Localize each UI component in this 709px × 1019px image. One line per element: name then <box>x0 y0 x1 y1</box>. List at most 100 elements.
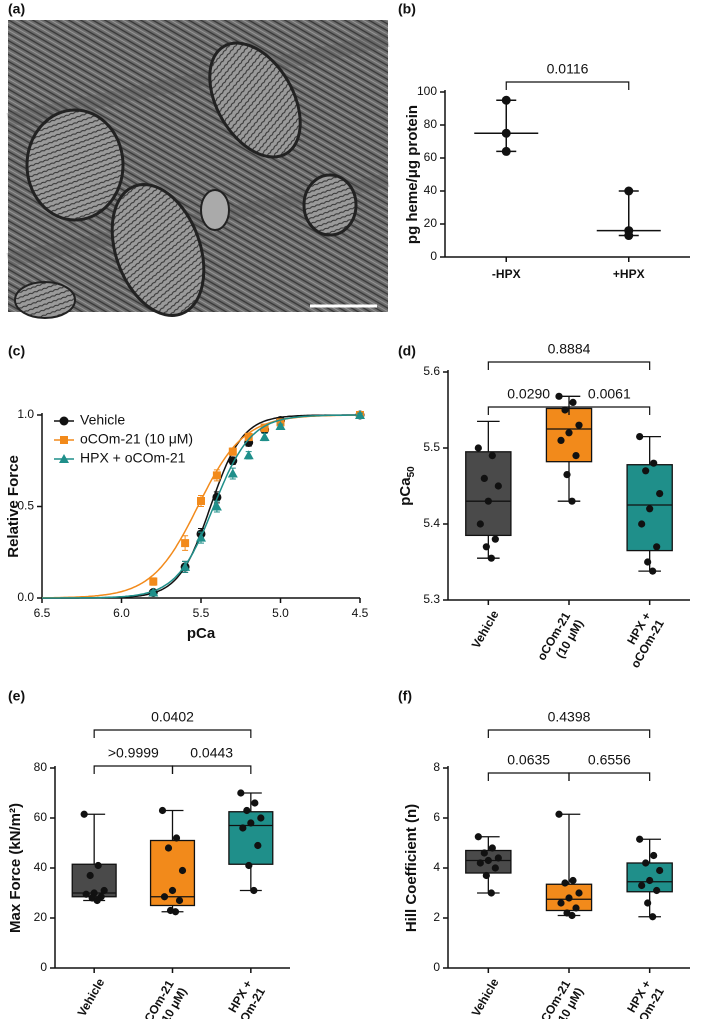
data-point <box>501 146 511 156</box>
y-tick-label: 100 <box>417 84 437 98</box>
p-value: 0.8884 <box>548 341 591 357</box>
p-value: 0.6556 <box>588 752 631 768</box>
data-point <box>237 789 245 797</box>
range-bar <box>496 99 517 153</box>
legend-marker <box>59 454 69 463</box>
y-tick-label: 80 <box>34 760 48 774</box>
data-point <box>638 881 646 890</box>
data-point <box>624 186 634 196</box>
data-point <box>565 894 573 902</box>
y-tick-label: 60 <box>34 810 48 824</box>
data-point <box>487 889 495 897</box>
data-point <box>501 128 511 138</box>
x-tick-label: 6.0 <box>113 606 130 620</box>
x-tick-label-line: Vehicle <box>75 976 108 1019</box>
data-point <box>247 819 255 827</box>
x-tick-label: Vehicle <box>469 976 502 1019</box>
panel: (a) <box>8 1 25 17</box>
data-point <box>569 876 577 885</box>
data-point <box>171 908 180 916</box>
panel-label: (f) <box>398 688 412 704</box>
data-point <box>93 896 101 905</box>
data-point <box>260 423 269 432</box>
data-point <box>650 459 658 467</box>
y-tick-label: 1.0 <box>17 407 34 421</box>
x-tick-label: +HPX <box>613 267 645 281</box>
panel-label: (e) <box>8 688 25 704</box>
data-point <box>491 535 499 543</box>
data-point <box>638 520 646 528</box>
data-point <box>244 432 253 441</box>
p-value: 0.0443 <box>190 745 233 761</box>
y-tick-label: 5.5 <box>423 440 440 454</box>
panel: (c) 0.0 0.5 1.0 Relative Force 6.5 6.0 5.5 5.0 4.… <box>5 343 369 642</box>
whisker <box>161 809 184 841</box>
y-tick-label: 0.5 <box>17 499 34 513</box>
data-point <box>172 834 181 842</box>
x-tick-label: Vehicle <box>75 976 108 1019</box>
y-tick-label: 5.6 <box>423 364 440 378</box>
x-tick-label-line: Vehicle <box>469 608 502 651</box>
x-tick-label: oCOm-21(10 μM) <box>534 609 586 670</box>
data-point <box>649 913 657 921</box>
y-tick-label: 20 <box>34 910 48 924</box>
legend-marker <box>60 436 68 444</box>
y-tick-label: 40 <box>34 860 48 874</box>
data-point <box>168 886 177 895</box>
data-point <box>175 896 184 905</box>
p-value: 0.0116 <box>547 61 589 77</box>
whisker <box>638 435 661 465</box>
whisker <box>557 461 581 502</box>
y-tick-label: 0 <box>433 960 440 974</box>
significance-bracket <box>505 81 630 90</box>
data-point <box>568 497 576 505</box>
data-point <box>642 467 650 475</box>
data-point <box>501 95 511 105</box>
whisker <box>477 420 500 452</box>
p-value: >0.9999 <box>108 745 159 761</box>
y-tick-label: 60 <box>424 150 438 164</box>
data-point <box>484 497 492 505</box>
x-tick-label: -HPX <box>492 267 521 281</box>
data-point <box>644 899 652 907</box>
box <box>626 862 673 893</box>
y-tick-label: 40 <box>424 183 438 197</box>
significance-bracket <box>487 361 651 370</box>
significance-bracket <box>93 729 252 738</box>
legend-label: Vehicle <box>80 412 125 428</box>
legend-label: oCOm-21 (10 μM) <box>80 431 193 447</box>
data-point <box>164 844 173 852</box>
data-point <box>86 871 94 880</box>
significance-bracket <box>171 765 252 774</box>
p-value: 0.0290 <box>507 386 550 402</box>
data-point <box>636 835 644 843</box>
y-axis-title-subscript: 50 <box>406 466 417 478</box>
data-point <box>82 890 90 898</box>
x-tick-label: 6.5 <box>34 606 51 620</box>
data-point <box>482 543 490 551</box>
whisker <box>638 838 661 863</box>
data-point <box>100 886 108 895</box>
data-point <box>575 889 583 897</box>
y-tick-label: 20 <box>424 216 438 230</box>
whisker <box>83 813 106 865</box>
significance-bracket <box>487 729 651 738</box>
data-point <box>555 392 563 400</box>
x-axis-title: pCa <box>187 625 216 642</box>
data-point <box>211 501 222 511</box>
data-point <box>572 904 580 912</box>
data-point <box>196 532 206 542</box>
y-tick-label: 2 <box>433 910 440 924</box>
data-point <box>254 841 262 850</box>
y-tick-label: 0 <box>40 960 47 974</box>
micrograph <box>6 20 390 319</box>
y-tick-label: 8 <box>433 760 440 774</box>
x-tick-label: oCOm-21(10 μM) <box>138 977 190 1019</box>
p-value: 0.4398 <box>548 709 591 725</box>
data-point <box>488 844 496 852</box>
data-point <box>557 436 565 444</box>
y-axis-title: pCa50 <box>397 466 417 506</box>
y-tick-label: 0.0 <box>17 590 34 604</box>
data-point <box>494 854 502 862</box>
